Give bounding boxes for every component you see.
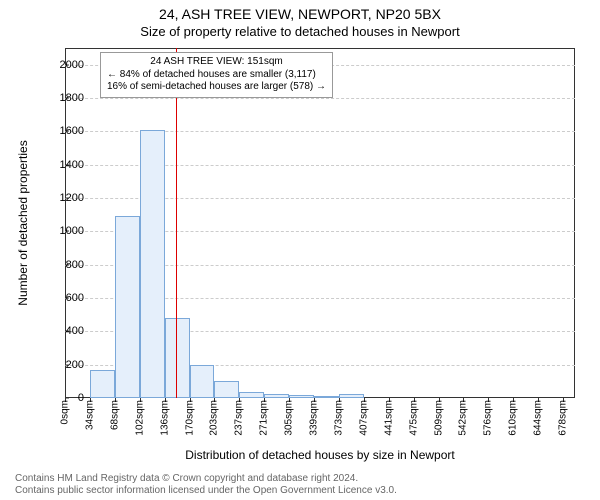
- y-axis-label: Number of detached properties: [16, 48, 36, 398]
- ytick-label: 1000: [34, 225, 84, 237]
- ytick-label: 1400: [34, 159, 84, 171]
- xtick-label: 441sqm: [383, 400, 394, 445]
- histogram-bar: [90, 370, 115, 398]
- xtick-label: 509sqm: [433, 400, 444, 445]
- xtick-label: 373sqm: [333, 400, 344, 445]
- attribution-line-2: Contains public sector information licen…: [15, 485, 397, 497]
- histogram-bar: [264, 394, 289, 398]
- histogram-bar: [289, 395, 314, 398]
- xtick-label: 305sqm: [283, 400, 294, 445]
- ytick-label: 600: [34, 292, 84, 304]
- histogram-bar: [140, 130, 165, 398]
- xtick-label: 610sqm: [507, 400, 518, 445]
- histogram-bar: [339, 394, 364, 398]
- xtick-label: 102sqm: [134, 400, 145, 445]
- xtick-label: 407sqm: [358, 400, 369, 445]
- ytick-label: 200: [34, 359, 84, 371]
- ytick-label: 1200: [34, 192, 84, 204]
- xtick-label: 542sqm: [457, 400, 468, 445]
- xtick-label: 339sqm: [308, 400, 319, 445]
- xtick-label: 237sqm: [233, 400, 244, 445]
- xtick-label: 678sqm: [557, 400, 568, 445]
- reference-line: [176, 48, 177, 398]
- histogram-bar: [165, 318, 190, 398]
- legend-line-1: 24 ASH TREE VIEW: 151sqm: [107, 56, 326, 69]
- legend-line-3: 16% of semi-detached houses are larger (…: [107, 81, 326, 94]
- xtick-label: 34sqm: [84, 400, 95, 445]
- xtick-label: 203sqm: [208, 400, 219, 445]
- xtick-label: 170sqm: [184, 400, 195, 445]
- gridline: [65, 98, 575, 99]
- ytick-label: 400: [34, 325, 84, 337]
- ytick-label: 1800: [34, 92, 84, 104]
- xtick-label: 68sqm: [109, 400, 120, 445]
- attribution-line-1: Contains HM Land Registry data © Crown c…: [15, 473, 397, 485]
- ytick-label: 2000: [34, 59, 84, 71]
- histogram-bar: [214, 381, 239, 398]
- x-axis-label: Distribution of detached houses by size …: [65, 448, 575, 462]
- xtick-label: 136sqm: [159, 400, 170, 445]
- histogram-bar: [115, 216, 140, 398]
- xtick-label: 576sqm: [482, 400, 493, 445]
- attribution-text: Contains HM Land Registry data © Crown c…: [15, 473, 397, 496]
- histogram-bar: [190, 365, 214, 398]
- ytick-label: 1600: [34, 125, 84, 137]
- legend-box: 24 ASH TREE VIEW: 151sqm← 84% of detache…: [100, 52, 333, 98]
- page-title: 24, ASH TREE VIEW, NEWPORT, NP20 5BX: [0, 0, 600, 22]
- xtick-label: 0sqm: [60, 400, 71, 445]
- ytick-label: 800: [34, 259, 84, 271]
- chart-subtitle: Size of property relative to detached ho…: [0, 22, 600, 39]
- xtick-label: 644sqm: [532, 400, 543, 445]
- xtick-label: 475sqm: [408, 400, 419, 445]
- histogram-bar: [314, 396, 339, 399]
- legend-line-2: ← 84% of detached houses are smaller (3,…: [107, 69, 326, 82]
- histogram-bar: [239, 392, 264, 398]
- xtick-label: 271sqm: [258, 400, 269, 445]
